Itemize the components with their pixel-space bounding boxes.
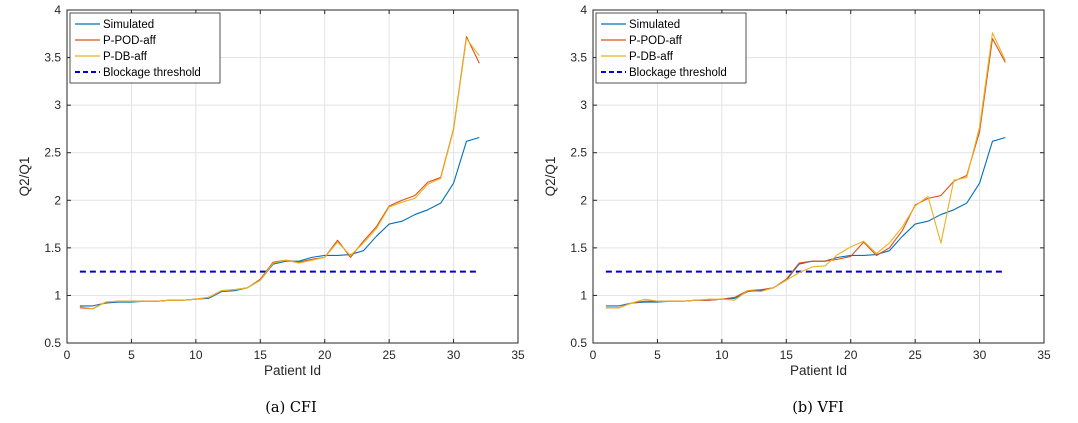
x-tick-label: 10 xyxy=(189,348,203,362)
x-tick-label: 0 xyxy=(590,348,597,362)
x-tick-label: 20 xyxy=(318,348,332,362)
x-tick-label: 30 xyxy=(447,348,461,362)
legend-label-p-db-aff: P-DB-aff xyxy=(103,51,148,63)
y-tick-label: 1 xyxy=(54,288,61,302)
y-tick-label: 2 xyxy=(580,193,587,207)
x-tick-label: 15 xyxy=(254,348,268,362)
axes-box xyxy=(66,9,519,344)
chart-panel-1: 0 5 10 15 20 25 30 35 0.5 1 1.5 2 2.5 3 3.5 4 Patient Id… xyxy=(17,3,525,416)
legend-label-p-pod-aff: P-POD-aff xyxy=(103,35,157,47)
y-axis-label: Q2/Q1 xyxy=(543,157,558,197)
legend-label-p-pod-aff: P-POD-aff xyxy=(629,35,683,47)
y-tick-label: 1 xyxy=(580,288,587,302)
x-tick-label: 30 xyxy=(973,348,987,362)
y-axis-label: Q2/Q1 xyxy=(17,157,32,197)
x-tick-label: 35 xyxy=(1037,348,1051,362)
series-line-p-db-aff xyxy=(605,32,1006,309)
series-line-p-db-aff xyxy=(79,37,480,310)
x-axis-label: Patient Id xyxy=(790,363,847,378)
x-tick-label: 15 xyxy=(780,348,794,362)
x-axis-label: Patient Id xyxy=(264,363,321,378)
x-tick-label: 20 xyxy=(844,348,858,362)
y-tick-label: 2.5 xyxy=(44,146,61,160)
y-tick-label: 0.5 xyxy=(44,336,61,350)
figure-caption: (b) VFI xyxy=(792,400,843,416)
y-tick-label: 3 xyxy=(54,98,61,112)
x-tick-label: 0 xyxy=(64,348,71,362)
chart-panel-2: 0 5 10 15 20 25 30 35 0.5 1 1.5 2 2.5 3 3.5 4 Patient Id… xyxy=(543,3,1051,416)
x-tick-label: 35 xyxy=(511,348,525,362)
figure-caption: (a) CFI xyxy=(265,400,316,416)
y-tick-label: 1.5 xyxy=(570,241,587,255)
legend: Simulated P-POD-aff P-DB-aff Blockage thres… xyxy=(595,12,747,84)
y-tick-label: 4 xyxy=(580,3,587,17)
legend-label-simulated: Simulated xyxy=(103,19,154,31)
y-tick-label: 1.5 xyxy=(44,241,61,255)
x-tick-label: 5 xyxy=(654,348,661,362)
legend-label-blockage-threshold: Blockage threshold xyxy=(629,67,727,79)
x-tick-label: 10 xyxy=(715,348,729,362)
y-tick-label: 0.5 xyxy=(570,336,587,350)
legend-label-p-db-aff: P-DB-aff xyxy=(629,51,674,63)
y-tick-label: 2.5 xyxy=(570,146,587,160)
y-tick-label: 3.5 xyxy=(570,51,587,65)
y-tick-label: 4 xyxy=(54,3,61,17)
legend-label-blockage-threshold: Blockage threshold xyxy=(103,67,201,79)
axes-box xyxy=(592,9,1045,344)
y-tick-label: 3.5 xyxy=(44,51,61,65)
legend-label-simulated: Simulated xyxy=(629,19,680,31)
x-tick-label: 25 xyxy=(382,348,396,362)
x-tick-label: 5 xyxy=(128,348,135,362)
y-tick-label: 2 xyxy=(54,193,61,207)
x-tick-label: 25 xyxy=(908,348,922,362)
legend: Simulated P-POD-aff P-DB-aff Blockage thres… xyxy=(69,12,221,84)
y-tick-label: 3 xyxy=(580,98,587,112)
